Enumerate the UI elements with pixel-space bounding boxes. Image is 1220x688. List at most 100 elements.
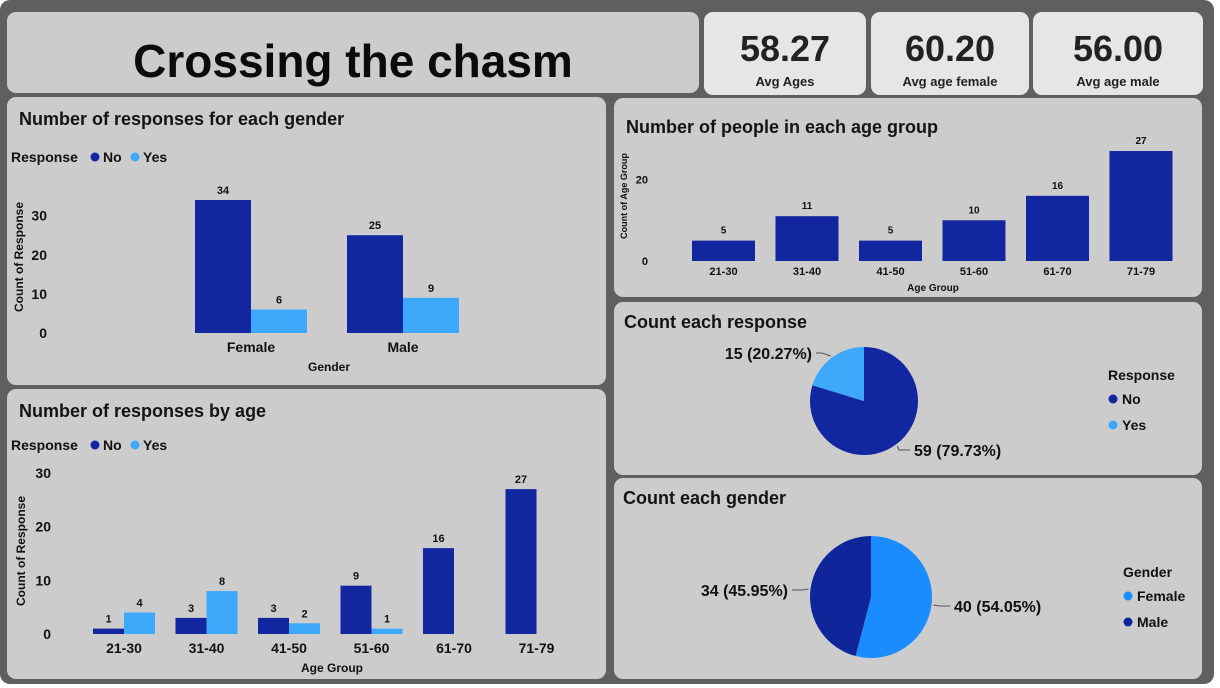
data-label: 16 bbox=[1052, 181, 1064, 192]
bar bbox=[1026, 195, 1089, 261]
legend-marker bbox=[130, 152, 140, 162]
legend-item-no: No bbox=[103, 437, 122, 453]
bar bbox=[692, 240, 755, 261]
data-label: 15 (20.27%) bbox=[725, 346, 812, 363]
x-tick-label: 51-60 bbox=[960, 266, 988, 278]
data-label: 40 (54.05%) bbox=[954, 599, 1041, 616]
data-label: 3 bbox=[188, 603, 194, 615]
x-tick-label: 31-40 bbox=[793, 266, 821, 278]
legend-item-yes: Yes bbox=[1122, 417, 1146, 433]
chart-title: Count each response bbox=[624, 312, 808, 332]
kpi-value: 56.00 bbox=[1072, 28, 1164, 69]
page-title: Crossing the chasm bbox=[133, 35, 573, 87]
x-axis-label: Age Group bbox=[907, 283, 959, 294]
pie-slice-female bbox=[855, 536, 932, 658]
gender-response-bar-chart: Response No Yes 0 10 20 30 34 6 Female 25 9 Male Gend… bbox=[11, 149, 459, 374]
bar-yes bbox=[289, 623, 320, 634]
y-tick-label: 0 bbox=[39, 325, 47, 341]
legend-marker bbox=[130, 440, 140, 450]
x-tick-label: 41-50 bbox=[271, 640, 307, 656]
y-tick-label: 10 bbox=[35, 572, 51, 588]
kpi-card-avg-age-female[interactable]: 60.20 Avg age female bbox=[871, 12, 1029, 95]
y-axis-label: Count of Age Group bbox=[619, 153, 629, 239]
bar-yes bbox=[206, 591, 238, 634]
leader-line bbox=[896, 445, 910, 451]
data-label: 16 bbox=[432, 533, 444, 545]
age-group-bar-chart: 0 20 5 21-30 11 31-40 5 41-50 10 51-60 16 61-70 27 71… bbox=[619, 136, 1173, 294]
data-label: 34 (45.95%) bbox=[701, 583, 788, 600]
legend-marker bbox=[1108, 420, 1118, 430]
legend-marker bbox=[90, 152, 100, 162]
data-label: 8 bbox=[219, 576, 225, 588]
chart-title: Number of responses for each gender bbox=[19, 109, 345, 129]
bar bbox=[775, 216, 839, 261]
legend-item-male: Male bbox=[1137, 614, 1168, 630]
bar bbox=[859, 240, 922, 261]
chart-title: Number of responses by age bbox=[19, 401, 267, 421]
bar-no bbox=[505, 489, 537, 634]
x-tick-label: Male bbox=[387, 339, 418, 355]
bar-no bbox=[423, 548, 454, 634]
bar bbox=[942, 220, 1006, 261]
legend-marker bbox=[1123, 617, 1133, 627]
panel-age-groups[interactable]: Number of people in each age group 0 20 5 2… bbox=[614, 98, 1202, 297]
data-label: 2 bbox=[301, 608, 307, 620]
response-pie-chart: 59 (79.73%) 15 (20.27%) Response No Yes bbox=[725, 346, 1175, 460]
x-axis-label: Age Group bbox=[301, 661, 363, 675]
legend-marker bbox=[1108, 394, 1118, 404]
leader-line bbox=[816, 352, 831, 357]
data-label: 5 bbox=[888, 226, 894, 237]
kpi-value: 60.20 bbox=[904, 28, 996, 69]
bar-no bbox=[175, 617, 207, 634]
data-label: 11 bbox=[802, 201, 813, 212]
data-label: 1 bbox=[105, 614, 111, 626]
data-label: 27 bbox=[515, 474, 527, 486]
bar-no bbox=[340, 585, 372, 634]
bar-no bbox=[93, 628, 124, 634]
data-label: 10 bbox=[968, 205, 980, 216]
panel-responses-by-gender[interactable]: Number of responses for each gender Resp… bbox=[7, 97, 606, 385]
bar-no bbox=[195, 200, 251, 333]
panel-responses-by-age[interactable]: Number of responses by age Response No Yes… bbox=[7, 389, 606, 679]
bar-yes bbox=[124, 612, 155, 634]
y-tick-label: 20 bbox=[31, 247, 47, 263]
bar-yes bbox=[371, 628, 403, 634]
bar bbox=[1109, 151, 1173, 261]
x-tick-label: 41-50 bbox=[876, 266, 904, 278]
x-tick-label: 61-70 bbox=[1043, 266, 1071, 278]
y-tick-label: 20 bbox=[636, 175, 648, 187]
bar-yes bbox=[251, 309, 307, 333]
panel-response-pie[interactable]: Count each response 59 (79.73%) 15 (20.27… bbox=[614, 302, 1202, 475]
legend-title: Response bbox=[11, 149, 78, 165]
title-panel: Crossing the chasm bbox=[7, 12, 699, 93]
y-tick-label: 0 bbox=[43, 626, 51, 642]
pie-slice-male bbox=[810, 536, 871, 657]
kpi-card-avg-ages[interactable]: 58.27 Avg Ages bbox=[704, 12, 866, 95]
legend-title: Response bbox=[11, 437, 78, 453]
data-label: 34 bbox=[217, 185, 230, 197]
y-tick-label: 0 bbox=[642, 256, 648, 268]
legend-item-no: No bbox=[1122, 391, 1141, 407]
chart-title: Number of people in each age group bbox=[626, 117, 939, 137]
x-tick-label: 21-30 bbox=[106, 640, 142, 656]
y-tick-label: 30 bbox=[35, 465, 51, 481]
bar-no bbox=[258, 617, 289, 634]
x-tick-label: 61-70 bbox=[436, 640, 472, 656]
kpi-card-avg-age-male[interactable]: 56.00 Avg age male bbox=[1033, 12, 1203, 95]
legend-marker bbox=[90, 440, 100, 450]
data-label: 27 bbox=[1135, 136, 1147, 147]
data-label: 3 bbox=[270, 603, 276, 615]
y-axis-label: Count of Response bbox=[12, 202, 26, 312]
bar-yes bbox=[403, 297, 459, 333]
panel-gender-pie[interactable]: Count each gender 40 (54.05%) 34 (45.95%)… bbox=[614, 478, 1202, 679]
x-tick-label: 71-79 bbox=[1127, 266, 1155, 278]
data-label: 59 (79.73%) bbox=[914, 443, 1001, 460]
leader-line bbox=[792, 588, 809, 591]
kpi-label: Avg age female bbox=[902, 74, 998, 89]
kpi-value: 58.27 bbox=[739, 28, 831, 69]
data-label: 9 bbox=[428, 283, 434, 295]
x-tick-label: 71-79 bbox=[519, 640, 555, 656]
gender-pie-chart: 40 (54.05%) 34 (45.95%) Gender Female Male bbox=[701, 536, 1185, 658]
age-response-bar-chart: Response No Yes 0 10 20 30 1 4 21-30 3 8 31-40 3 2 41-5… bbox=[11, 437, 555, 675]
